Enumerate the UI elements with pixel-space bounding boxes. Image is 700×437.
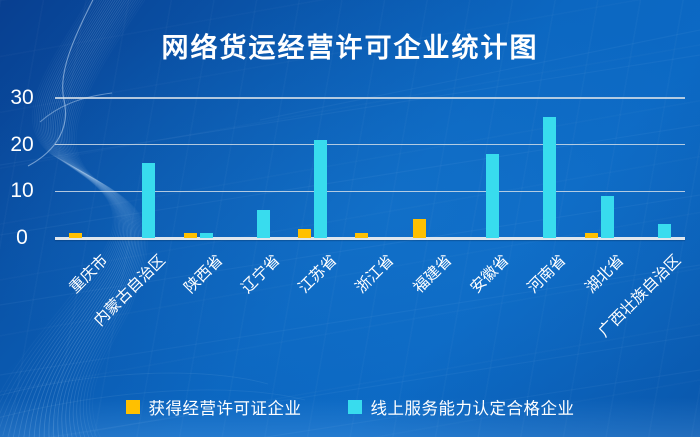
legend-swatch-qualified <box>347 400 362 414</box>
legend-swatch-licensed <box>125 400 140 414</box>
gridline <box>55 97 685 99</box>
bar-group <box>284 98 341 238</box>
y-axis-label: 10 <box>10 179 34 203</box>
x-axis-line <box>55 237 685 240</box>
bar <box>69 233 83 238</box>
legend-item-licensed: 获得经营许可证企业 <box>125 395 302 419</box>
y-axis-label: 30 <box>10 86 34 109</box>
bar <box>543 116 557 238</box>
plot-area <box>55 98 685 238</box>
bar-group <box>112 98 169 238</box>
x-axis-label: 辽宁省 <box>238 251 284 297</box>
y-axis-label: 20 <box>10 132 34 156</box>
bar <box>485 154 499 238</box>
bar-group <box>513 98 570 238</box>
x-axis-label: 福建省 <box>410 251 456 297</box>
x-axis-label: 湖北省 <box>582 251 627 297</box>
bar <box>657 224 671 238</box>
legend: 获得经营许可证企业 线上服务能力认定合格企业 <box>0 395 700 419</box>
bar <box>298 228 312 238</box>
bar-group <box>399 98 456 238</box>
legend-label-qualified: 线上服务能力认定合格企业 <box>370 400 575 418</box>
bar <box>355 233 369 238</box>
bar-group <box>456 98 513 238</box>
x-axis-label: 安徽省 <box>467 251 513 297</box>
bar <box>412 219 426 238</box>
x-axis-label: 江苏省 <box>295 251 341 297</box>
bar <box>256 210 270 238</box>
bar <box>600 196 614 238</box>
bar <box>584 233 598 238</box>
bar-group <box>341 98 398 238</box>
chart-title: 网络货运经营许可企业统计图 <box>161 33 539 63</box>
bar-group <box>227 98 284 238</box>
gridline <box>55 143 685 146</box>
bar-group <box>170 98 227 238</box>
bar <box>183 233 197 238</box>
x-axis-label: 浙江省 <box>352 251 398 297</box>
bar <box>142 163 156 238</box>
bar <box>314 140 328 238</box>
x-axis-label: 陕西省 <box>181 251 227 297</box>
legend-label-licensed: 获得经营许可证企业 <box>148 400 302 418</box>
y-axis-label: 0 <box>16 226 28 249</box>
legend-item-qualified: 线上服务能力认定合格企业 <box>347 395 575 419</box>
bar <box>199 233 213 238</box>
bar-group <box>628 98 685 238</box>
x-axis-label: 重庆市 <box>66 251 112 297</box>
x-axis-label: 河南省 <box>524 251 570 297</box>
gridline <box>55 190 685 193</box>
bar-group <box>570 98 627 238</box>
bar-group <box>55 98 112 238</box>
